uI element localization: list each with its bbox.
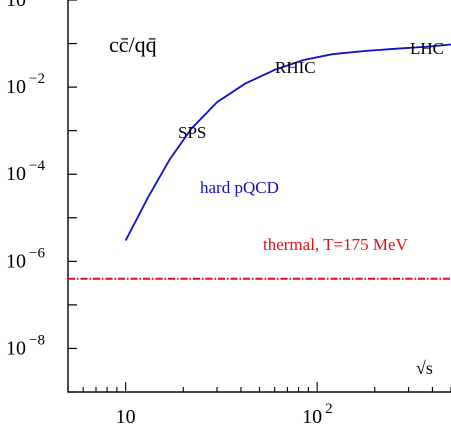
axes: [67, 0, 451, 393]
x-axis-label: √s: [416, 358, 433, 378]
chart-title: cc̄/qq̄: [109, 32, 157, 57]
annotation-lhc: LHC: [410, 39, 444, 58]
y-tick-label: 10 −8: [6, 332, 45, 359]
series-line-0: [124, 43, 451, 242]
y-tick-label: 10 −6: [6, 245, 45, 272]
text-layer: cc̄/qq̄ √s 10010−210−410−610−810102103ha…: [6, 0, 444, 428]
y-tick-label: 10 −4: [6, 158, 45, 185]
series-layer: [68, 43, 451, 280]
annotation-rhic: RHIC: [275, 58, 316, 77]
annotation-sps: SPS: [178, 123, 206, 142]
series-label-pqcd: hard pQCD: [200, 178, 279, 197]
x-tick-label: 10: [116, 406, 136, 428]
y-tick-label: 10 −2: [6, 71, 45, 98]
plot-frame: [67, 0, 451, 393]
y-tick-label: 100: [6, 0, 37, 11]
x-tick-label: 10 2: [302, 401, 333, 428]
series-label-thermal: thermal, T=175 MeV: [263, 235, 408, 254]
